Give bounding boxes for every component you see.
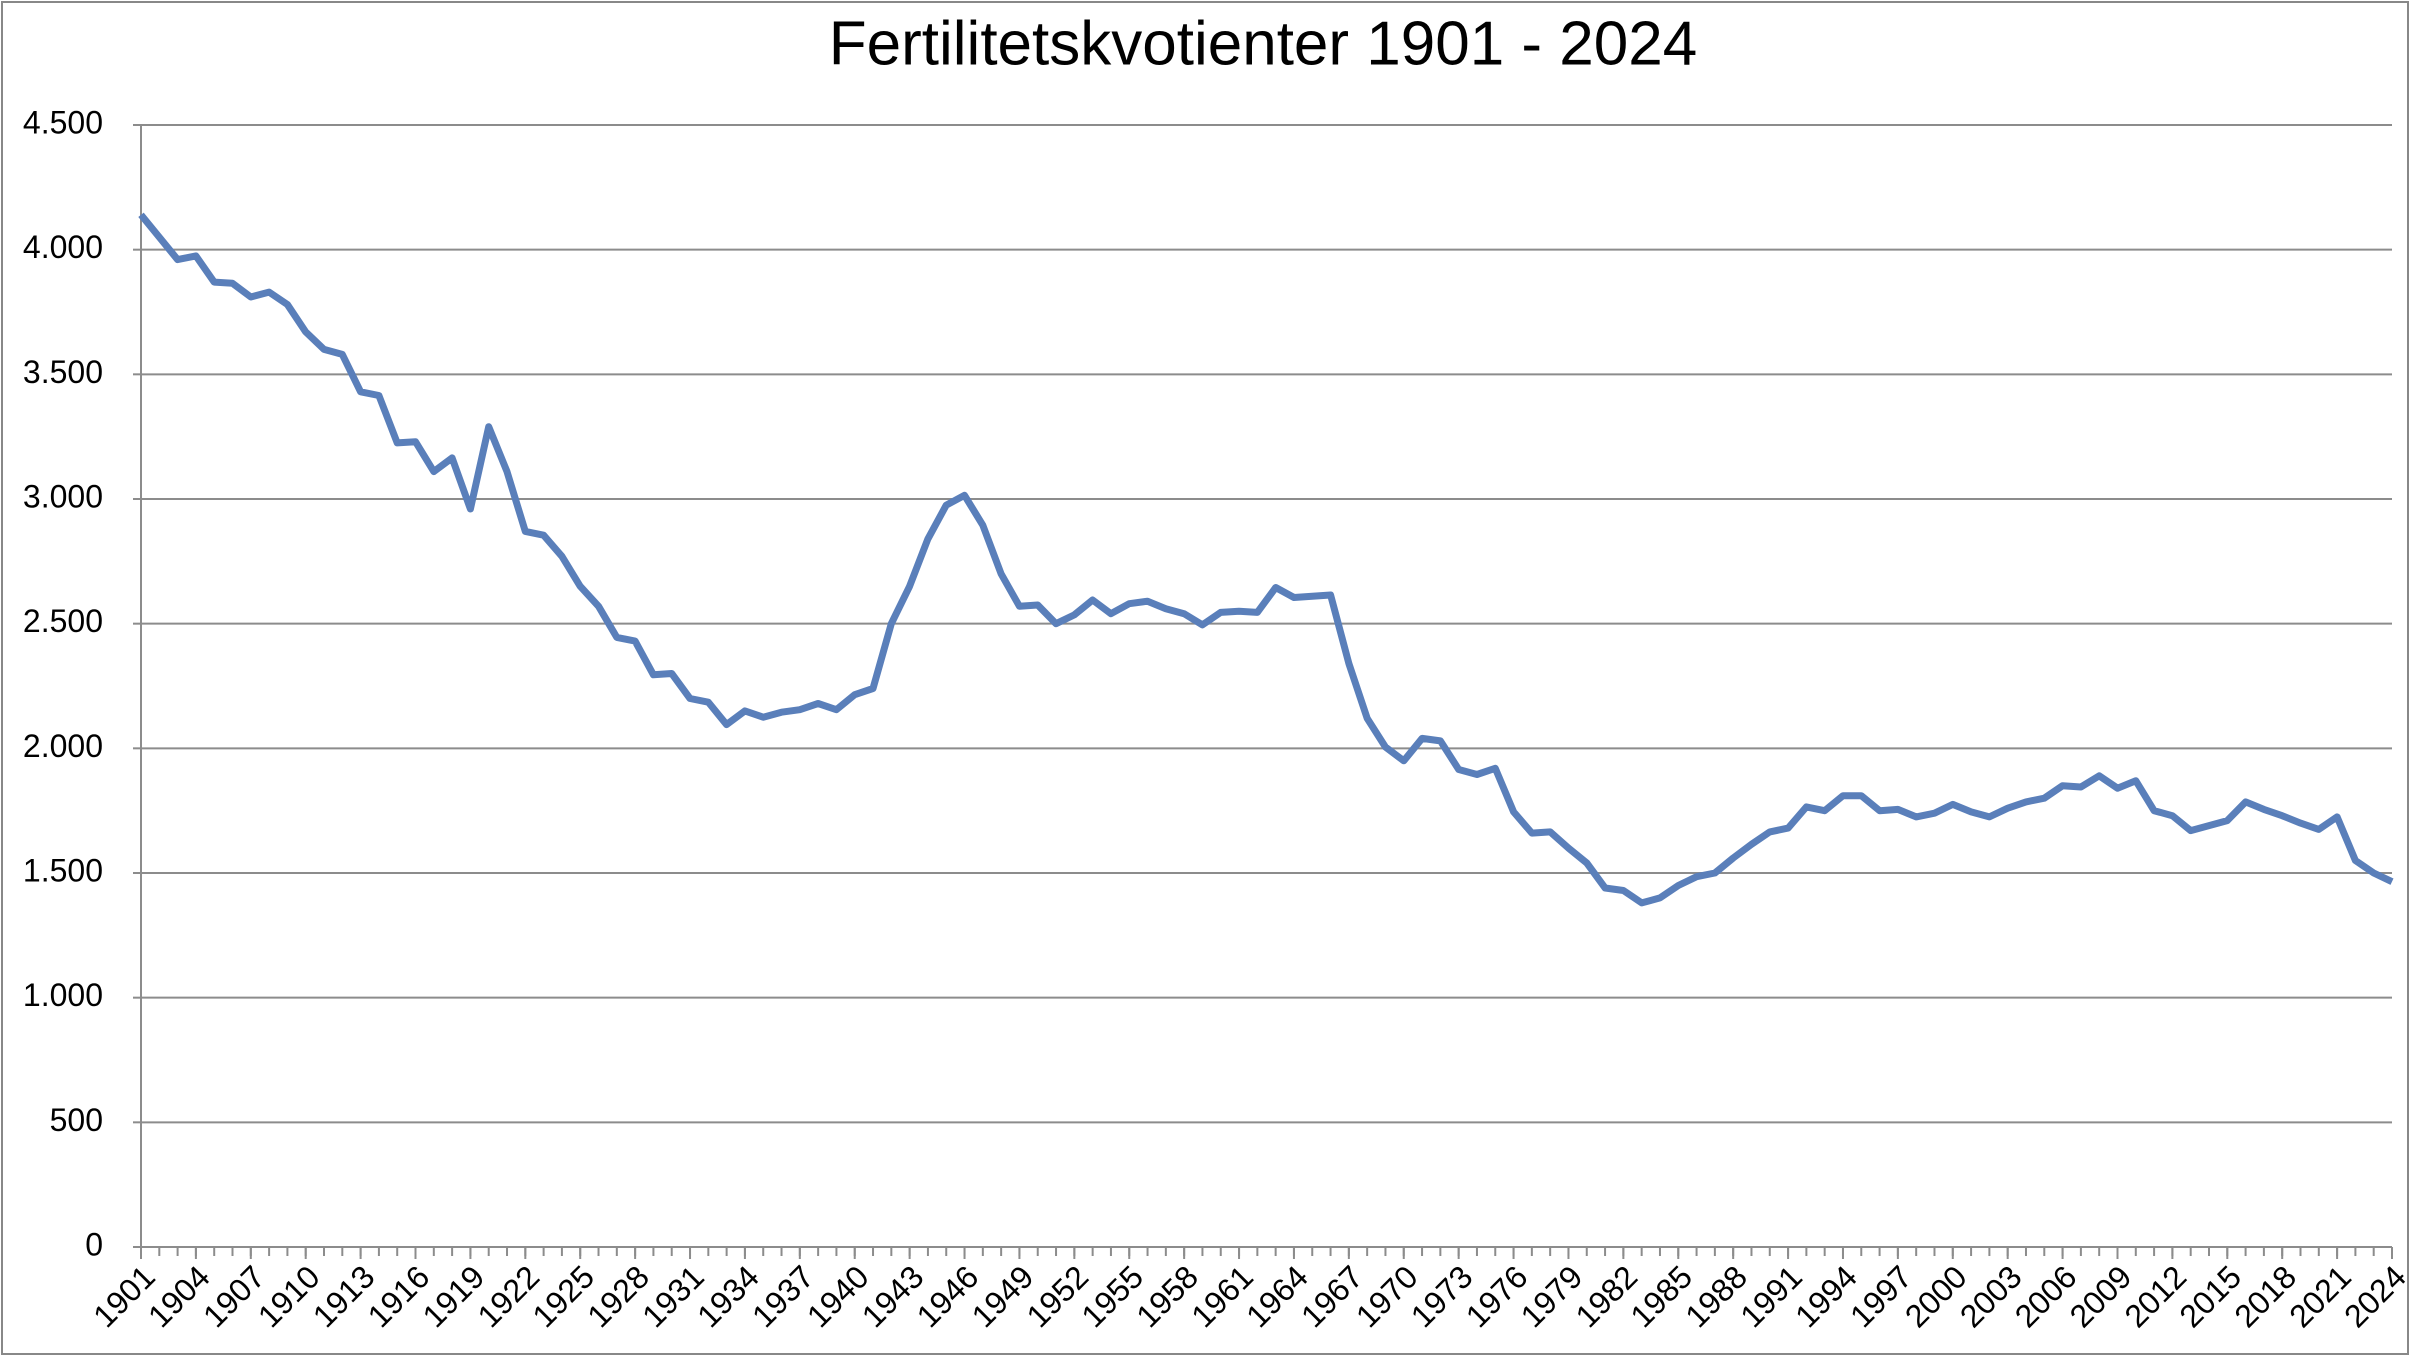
y-tick-label: 4.000 bbox=[23, 229, 103, 265]
y-tick-label: 2.500 bbox=[23, 603, 103, 639]
y-tick-label: 1.500 bbox=[23, 852, 103, 888]
y-tick-label: 3.000 bbox=[23, 478, 103, 514]
y-tick-label: 0 bbox=[85, 1226, 103, 1262]
y-tick-label: 1.000 bbox=[23, 977, 103, 1013]
y-tick-label: 500 bbox=[50, 1102, 103, 1138]
y-tick-label: 4.500 bbox=[23, 104, 103, 140]
y-tick-label: 2.000 bbox=[23, 728, 103, 764]
y-tick-label: 3.500 bbox=[23, 354, 103, 390]
data-line bbox=[138, 212, 2394, 907]
chart-title: Fertilitetskvotienter 1901 - 2024 bbox=[829, 9, 1697, 78]
